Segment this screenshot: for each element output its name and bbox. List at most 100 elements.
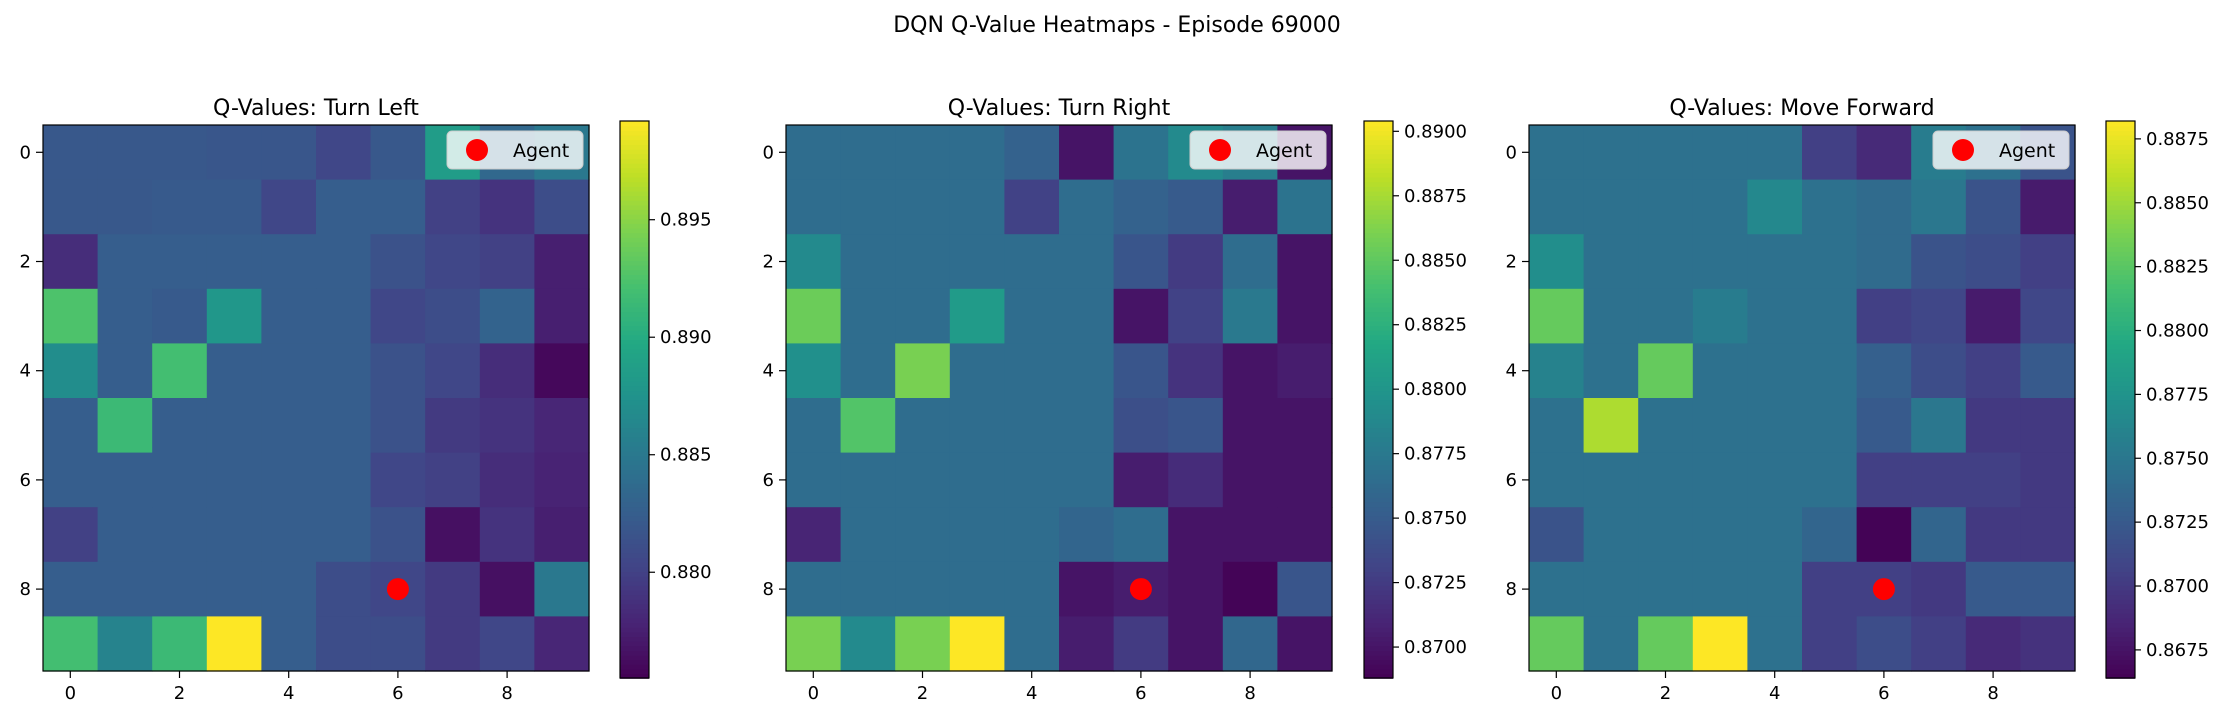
colorbar-gradient-segment — [620, 404, 649, 410]
colorbar-gradient-segment — [2106, 492, 2135, 498]
colorbar-gradient-segment — [1364, 199, 1393, 206]
axes-frame — [785, 124, 1333, 672]
heatmap-cell — [1911, 288, 1967, 344]
colorbar-gradient-segment — [2106, 515, 2135, 521]
colorbar-gradient-segment — [2106, 534, 2135, 540]
x-tick-label: 8 — [1987, 683, 1998, 704]
colorbar-gradient-segment — [2106, 139, 2135, 146]
y-tick-label: 8 — [20, 579, 31, 600]
colorbar-gradient-segment — [620, 408, 649, 415]
y-tick-label: 8 — [763, 579, 774, 600]
heatmap-cell — [1583, 616, 1639, 672]
heatmap-cell — [1529, 398, 1585, 454]
heatmap-cell — [316, 179, 372, 235]
colorbar-gradient-segment — [2106, 496, 2135, 503]
colorbar-gradient-segment — [1364, 478, 1393, 484]
colorbar-gradient-segment — [2106, 506, 2135, 512]
heatmap-cell — [152, 398, 208, 454]
heatmap-cell — [786, 452, 842, 508]
colorbar-gradient-segment — [2106, 668, 2135, 675]
colorbar-gradient-segment — [2106, 418, 2135, 424]
colorbar-gradient-segment — [620, 445, 649, 452]
heatmap-cell — [949, 452, 1005, 508]
colorbar-gradient-segment — [2106, 613, 2135, 619]
heatmap-cell — [1965, 343, 2021, 399]
colorbar-gradient-segment — [620, 153, 649, 159]
colorbar-gradient-segment — [1364, 162, 1393, 169]
heatmap-cell — [1583, 179, 1639, 235]
colorbar-gradient-segment — [1364, 167, 1393, 173]
colorbar-gradient-segment — [1364, 343, 1393, 350]
colorbar-tick-label: 0.8700 — [1404, 637, 1467, 658]
colorbar-gradient-segment — [620, 315, 649, 322]
colorbar-gradient-segment — [2106, 241, 2135, 248]
heatmap-cell — [1802, 179, 1858, 235]
colorbar-gradient-segment — [1364, 209, 1393, 215]
colorbar-gradient-segment — [2106, 209, 2135, 215]
heatmap-cell — [534, 452, 590, 508]
legend-agent-marker — [466, 139, 488, 161]
colorbar-gradient-segment — [2106, 478, 2135, 484]
colorbar-gradient-segment — [1364, 278, 1393, 285]
heatmap-cell — [152, 125, 208, 181]
heatmap-cell — [1911, 179, 1967, 235]
heatmap-cell — [261, 125, 317, 181]
heatmap-cell — [1692, 616, 1748, 672]
colorbar-gradient-segment — [620, 622, 649, 628]
colorbar-frame — [619, 120, 650, 679]
colorbar-gradient-segment — [620, 353, 649, 359]
heatmap-cell — [2020, 452, 2076, 508]
heatmap-cell — [2020, 288, 2076, 344]
colorbar-gradient-segment — [620, 455, 649, 461]
colorbar-gradient-segment — [2106, 580, 2135, 586]
colorbar-gradient-segment — [620, 241, 649, 248]
colorbar-gradient-segment — [620, 237, 649, 243]
colorbar-gradient-segment — [2106, 529, 2135, 535]
colorbar-gradient-segment — [1364, 241, 1393, 248]
colorbar-gradient-segment — [1364, 148, 1393, 155]
colorbar-gradient-segment — [620, 566, 649, 573]
heatmap-cell — [1529, 343, 1585, 399]
colorbar-gradient-segment — [1364, 473, 1393, 480]
heatmap-cell — [1222, 452, 1278, 508]
heatmap-cell — [949, 179, 1005, 235]
heatmap-cell — [840, 398, 896, 454]
colorbar-gradient-segment — [1364, 367, 1393, 373]
heatmap-cell — [895, 125, 951, 181]
colorbar-gradient-segment — [620, 594, 649, 600]
heatmap-cell — [1059, 398, 1115, 454]
colorbar-gradient-segment — [620, 213, 649, 220]
heatmap-cell — [1113, 179, 1169, 235]
colorbar-gradient-segment — [1364, 357, 1393, 364]
heatmap-cell — [316, 507, 372, 563]
heatmap-cell — [2020, 507, 2076, 563]
heatmap-cell — [43, 452, 99, 508]
heatmap-cell — [425, 179, 481, 235]
heatmap-cell — [425, 234, 481, 290]
colorbar-gradient-segment — [1364, 250, 1393, 257]
colorbar-gradient-segment — [620, 487, 649, 494]
heatmap-cell — [1113, 507, 1169, 563]
colorbar-gradient-segment — [2106, 385, 2135, 392]
legend: Agent — [1932, 130, 2070, 170]
heatmap-cell — [1747, 343, 1803, 399]
colorbar-tick-label: 0.8850 — [1404, 250, 1467, 271]
colorbar-gradient-segment — [2106, 371, 2135, 378]
colorbar-gradient-segment — [620, 260, 649, 266]
heatmap-cell — [479, 616, 535, 672]
colorbar-gradient-segment — [2106, 172, 2135, 178]
colorbar-gradient-segment — [1364, 297, 1393, 303]
colorbar-gradient-segment — [2106, 404, 2135, 410]
colorbar-tick-label: 0.8775 — [1404, 444, 1467, 465]
colorbar-gradient-segment — [620, 181, 649, 187]
heatmap-cell — [1168, 179, 1224, 235]
colorbar-gradient-segment — [620, 130, 649, 136]
heatmap-cells — [1529, 125, 2076, 672]
heatmap-cell — [1277, 507, 1333, 563]
heatmap-cell — [1222, 288, 1278, 344]
colorbar-gradient-segment — [620, 185, 649, 192]
x-tick-label: 4 — [1769, 683, 1780, 704]
y-tick-label: 4 — [1506, 361, 1517, 382]
colorbar-gradient-segment — [2106, 571, 2135, 577]
colorbar-gradient-segment — [2106, 645, 2135, 651]
